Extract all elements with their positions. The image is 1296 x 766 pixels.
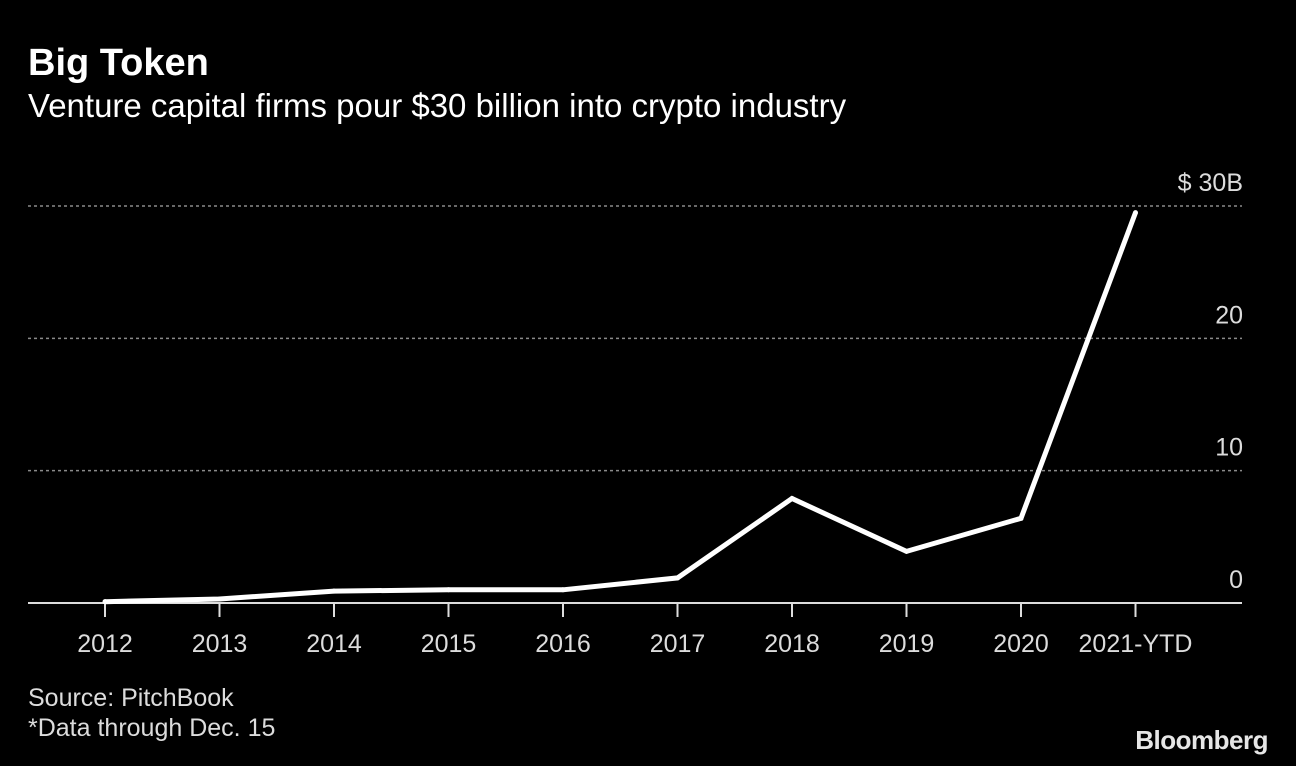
data-point (217, 596, 222, 602)
data-point (560, 587, 566, 593)
y-axis-tick-labels: 0 10 20 $ 30B (1178, 169, 1243, 594)
data-point (1133, 210, 1138, 216)
x-tick-label: 2012 (77, 630, 133, 658)
chart-subtitle: Venture capital firms pour $30 billion i… (28, 87, 847, 124)
x-tick-label: 2013 (192, 630, 248, 658)
x-tick-label: 2018 (764, 630, 820, 658)
x-tick-label: 2014 (306, 630, 362, 658)
data-point (904, 548, 909, 554)
data-point (446, 587, 451, 593)
x-axis-tick-labels: 2012 2013 2014 2015 2016 2017 2018 2019 2020 2021… (77, 630, 1192, 658)
x-tick-label: 2019 (879, 630, 935, 658)
y-tick-label: 10 (1215, 434, 1243, 462)
y-tick-label: $ 30B (1178, 169, 1243, 197)
x-axis (28, 602, 1242, 617)
x-tick-label: 2017 (650, 630, 706, 658)
data-point (1018, 515, 1024, 521)
source-note: Source: PitchBook (28, 684, 234, 712)
data-point (102, 599, 108, 605)
x-tick-label: 2021-YTD (1079, 630, 1193, 658)
y-tick-label: 0 (1229, 566, 1243, 594)
series-line (104, 211, 1138, 605)
chart-title: Big Token (28, 42, 209, 84)
data-point (789, 495, 795, 501)
y-tick-label: 20 (1215, 301, 1243, 329)
data-point (331, 588, 337, 594)
data-footnote: *Data through Dec. 15 (28, 714, 276, 742)
series-layer (102, 210, 1138, 605)
x-tick-label: 2016 (535, 630, 591, 658)
x-tick-label: 2015 (421, 630, 477, 658)
data-point (675, 575, 680, 581)
bloomberg-logo: Bloomberg (1135, 725, 1268, 755)
x-tick-label: 2020 (993, 630, 1049, 658)
gridlines (28, 205, 1242, 472)
